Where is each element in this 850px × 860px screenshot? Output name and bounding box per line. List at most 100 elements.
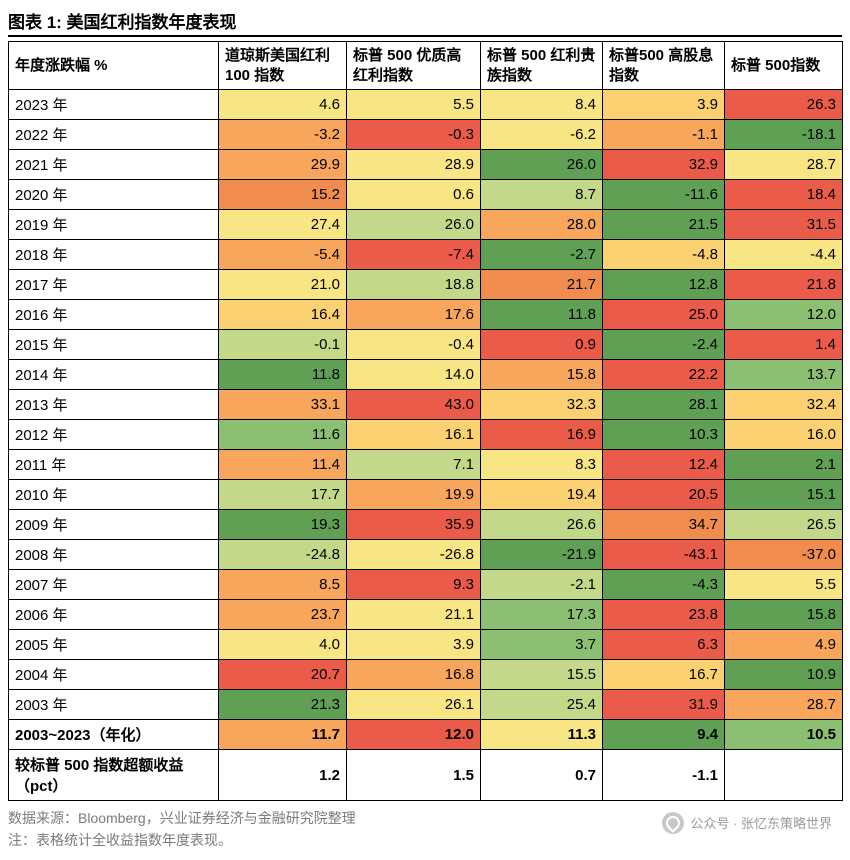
table-row: 2023 年4.65.58.43.926.3 bbox=[9, 90, 843, 120]
row-label: 2017 年 bbox=[9, 270, 219, 300]
cell-value: 34.7 bbox=[603, 510, 725, 540]
cell-value: 6.3 bbox=[603, 630, 725, 660]
table-row: 2020 年15.20.68.7-11.618.4 bbox=[9, 180, 843, 210]
table-row: 2017 年21.018.821.712.821.8 bbox=[9, 270, 843, 300]
cell-value: 12.8 bbox=[603, 270, 725, 300]
table-row: 2016 年16.417.611.825.012.0 bbox=[9, 300, 843, 330]
row-label: 2008 年 bbox=[9, 540, 219, 570]
row-label: 2009 年 bbox=[9, 510, 219, 540]
cell-value: 27.4 bbox=[219, 210, 347, 240]
cell-value: 31.9 bbox=[603, 690, 725, 720]
cell-value: 1.2 bbox=[219, 750, 347, 801]
cell-value: 16.1 bbox=[347, 420, 481, 450]
row-label: 2016 年 bbox=[9, 300, 219, 330]
cell-value: 33.1 bbox=[219, 390, 347, 420]
cell-value: 17.6 bbox=[347, 300, 481, 330]
cell-value: 31.5 bbox=[725, 210, 843, 240]
cell-value: 0.6 bbox=[347, 180, 481, 210]
cell-value: 11.8 bbox=[219, 360, 347, 390]
dividend-index-table: 年度涨跌幅 % 道琼斯美国红利100 指数 标普 500 优质高红利指数 标普 … bbox=[8, 41, 843, 801]
cell-value: 16.4 bbox=[219, 300, 347, 330]
cell-value: 12.0 bbox=[347, 720, 481, 750]
row-label: 2022 年 bbox=[9, 120, 219, 150]
cell-value: 3.9 bbox=[347, 630, 481, 660]
row-label: 2003 年 bbox=[9, 690, 219, 720]
table-body: 2023 年4.65.58.43.926.32022 年-3.2-0.3-6.2… bbox=[9, 90, 843, 801]
cell-value: 11.4 bbox=[219, 450, 347, 480]
cell-value: 20.7 bbox=[219, 660, 347, 690]
row-label: 2013 年 bbox=[9, 390, 219, 420]
cell-value: 11.8 bbox=[481, 300, 603, 330]
table-row: 2019 年27.426.028.021.531.5 bbox=[9, 210, 843, 240]
cell-value: 28.7 bbox=[725, 150, 843, 180]
cell-value: 11.7 bbox=[219, 720, 347, 750]
cell-value: 43.0 bbox=[347, 390, 481, 420]
table-row: 2009 年19.335.926.634.726.5 bbox=[9, 510, 843, 540]
cell-value: 15.8 bbox=[481, 360, 603, 390]
cell-value: 19.3 bbox=[219, 510, 347, 540]
cell-value: 5.5 bbox=[725, 570, 843, 600]
cell-value: 23.8 bbox=[603, 600, 725, 630]
cell-value: 1.5 bbox=[347, 750, 481, 801]
cell-value: -2.7 bbox=[481, 240, 603, 270]
cell-value: 3.9 bbox=[603, 90, 725, 120]
cell-value: 28.9 bbox=[347, 150, 481, 180]
cell-value: 32.3 bbox=[481, 390, 603, 420]
cell-value: 21.5 bbox=[603, 210, 725, 240]
cell-value: -3.2 bbox=[219, 120, 347, 150]
cell-value: 17.3 bbox=[481, 600, 603, 630]
cell-value: 0.9 bbox=[481, 330, 603, 360]
row-label: 2003~2023（年化） bbox=[9, 720, 219, 750]
table-row: 2011 年11.47.18.312.42.1 bbox=[9, 450, 843, 480]
row-label: 2021 年 bbox=[9, 150, 219, 180]
cell-value: 11.6 bbox=[219, 420, 347, 450]
table-row: 2003 年21.326.125.431.928.7 bbox=[9, 690, 843, 720]
cell-value: 19.9 bbox=[347, 480, 481, 510]
cell-value: 21.3 bbox=[219, 690, 347, 720]
watermark: 公众号 · 张忆东策略世界 bbox=[662, 812, 832, 834]
cell-value: -2.1 bbox=[481, 570, 603, 600]
cell-value: 4.6 bbox=[219, 90, 347, 120]
cell-value: 32.9 bbox=[603, 150, 725, 180]
col-header-idx3: 标普 500 红利贵族指数 bbox=[481, 42, 603, 90]
cell-value: 23.7 bbox=[219, 600, 347, 630]
cell-value: 26.0 bbox=[481, 150, 603, 180]
row-label: 2019 年 bbox=[9, 210, 219, 240]
cell-value: 21.1 bbox=[347, 600, 481, 630]
cell-value: 7.1 bbox=[347, 450, 481, 480]
chart-title: 图表 1: 美国红利指数年度表现 bbox=[8, 13, 237, 32]
cell-value: 4.9 bbox=[725, 630, 843, 660]
cell-value: 16.8 bbox=[347, 660, 481, 690]
cell-value: 18.4 bbox=[725, 180, 843, 210]
cell-value: 22.2 bbox=[603, 360, 725, 390]
chart-title-bar: 图表 1: 美国红利指数年度表现 bbox=[8, 8, 842, 37]
row-label: 2015 年 bbox=[9, 330, 219, 360]
table-row: 2014 年11.814.015.822.213.7 bbox=[9, 360, 843, 390]
cell-value: -37.0 bbox=[725, 540, 843, 570]
row-label: 较标普 500 指数超额收益（pct） bbox=[9, 750, 219, 801]
cell-value: 8.4 bbox=[481, 90, 603, 120]
table-row: 2008 年-24.8-26.8-21.9-43.1-37.0 bbox=[9, 540, 843, 570]
row-label: 2020 年 bbox=[9, 180, 219, 210]
cell-value: -0.4 bbox=[347, 330, 481, 360]
table-row: 2007 年8.59.3-2.1-4.35.5 bbox=[9, 570, 843, 600]
cell-value: 12.0 bbox=[725, 300, 843, 330]
cell-value: 26.5 bbox=[725, 510, 843, 540]
cell-value: 11.3 bbox=[481, 720, 603, 750]
table-row: 2013 年33.143.032.328.132.4 bbox=[9, 390, 843, 420]
cell-value: 12.4 bbox=[603, 450, 725, 480]
cell-value: 10.5 bbox=[725, 720, 843, 750]
table-row: 2005 年4.03.93.76.34.9 bbox=[9, 630, 843, 660]
col-header-year: 年度涨跌幅 % bbox=[9, 42, 219, 90]
table-row: 2012 年11.616.116.910.316.0 bbox=[9, 420, 843, 450]
wechat-icon bbox=[662, 812, 684, 834]
cell-value: -26.8 bbox=[347, 540, 481, 570]
cell-value: -4.4 bbox=[725, 240, 843, 270]
cell-value: -7.4 bbox=[347, 240, 481, 270]
cell-value: 19.4 bbox=[481, 480, 603, 510]
row-label: 2023 年 bbox=[9, 90, 219, 120]
table-summary-row: 2003~2023（年化）11.712.011.39.410.5 bbox=[9, 720, 843, 750]
cell-value: 14.0 bbox=[347, 360, 481, 390]
cell-value: 16.9 bbox=[481, 420, 603, 450]
cell-value: 21.8 bbox=[725, 270, 843, 300]
